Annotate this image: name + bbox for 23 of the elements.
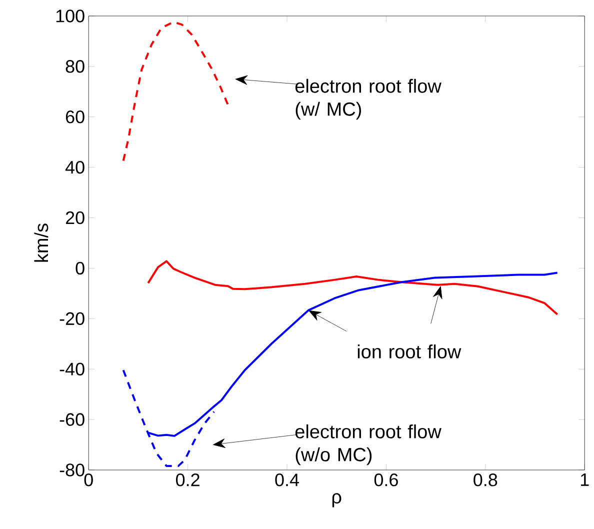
x-tick-label: 0.4 (275, 474, 299, 486)
line-series (122, 21, 230, 162)
y-tick-label: 60 (66, 110, 84, 124)
x-tick-label: 0.6 (374, 474, 398, 486)
y-tick-label: -40 (60, 362, 84, 376)
y-tick-label: 0 (76, 262, 84, 275)
line-series (147, 260, 558, 316)
x-tick-label: 0.2 (176, 474, 200, 486)
y-tick-label: -80 (60, 464, 84, 476)
y-tick-label: -20 (60, 312, 84, 326)
x-tick-label: 0 (84, 474, 93, 486)
y-tick-label: 100 (56, 10, 84, 22)
x-axis-title: ρ (332, 493, 342, 508)
x-tick-label: 1 (580, 474, 589, 486)
annotation: ion root flow (358, 344, 462, 358)
annotation: electron root flow (w/o MC) (295, 424, 442, 466)
y-tick-label: -60 (60, 413, 84, 426)
y-tick-label: 20 (66, 211, 84, 224)
y-axis-title: km/s (34, 224, 48, 262)
y-tick-label: 80 (66, 60, 84, 73)
x-tick-label: 0.8 (474, 474, 498, 486)
annotation: electron root flow (w/ MC) (295, 78, 442, 120)
y-tick-label: 40 (65, 160, 84, 174)
